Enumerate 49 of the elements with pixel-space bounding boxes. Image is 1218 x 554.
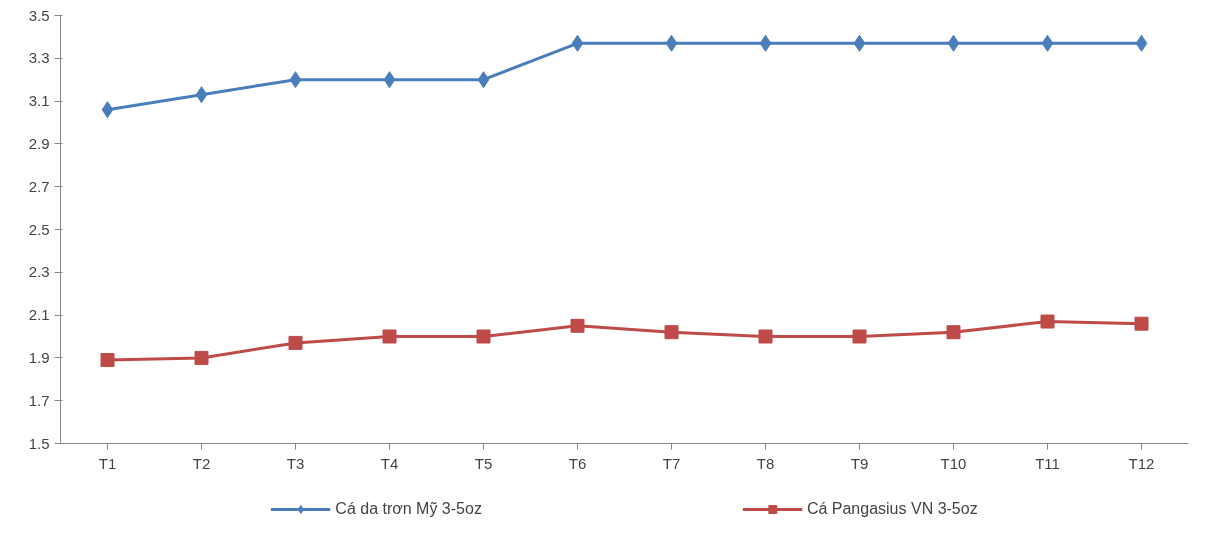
- x-tick-label: T12: [1128, 454, 1155, 472]
- y-tick-label: 2.9: [28, 134, 50, 152]
- point: [947, 34, 960, 52]
- x-tick-label: T5: [474, 454, 493, 472]
- x-tick-label: T9: [850, 454, 869, 472]
- point: [1041, 34, 1054, 52]
- y-tick-label: 3.1: [28, 92, 50, 110]
- x-tick-label: T4: [380, 454, 399, 472]
- y-tick-label: 2.7: [28, 177, 50, 195]
- point: [195, 86, 208, 104]
- y-tick-label: 2.3: [28, 263, 50, 281]
- point: [194, 350, 209, 365]
- point: [571, 34, 584, 52]
- x-tick-label: T11: [1035, 454, 1060, 472]
- x-tick-label: T1: [98, 454, 117, 472]
- y-tick-label: 3.5: [28, 6, 50, 24]
- point: [570, 318, 585, 333]
- legend-label: Cá Pangasius VN 3-5oz: [806, 500, 978, 518]
- point: [665, 34, 678, 52]
- point: [759, 34, 772, 52]
- point: [382, 329, 397, 344]
- point: [1040, 314, 1055, 329]
- x-tick-label: T7: [662, 454, 681, 472]
- point: [853, 34, 866, 52]
- point: [1135, 34, 1148, 52]
- point: [289, 71, 302, 89]
- x-tick-label: T2: [192, 454, 211, 472]
- point: [383, 71, 396, 89]
- point: [477, 71, 490, 89]
- point: [758, 329, 773, 344]
- point: [476, 329, 491, 344]
- y-tick-label: 1.7: [28, 391, 50, 409]
- point: [288, 335, 303, 350]
- x-tick-label: T3: [286, 454, 305, 472]
- x-tick-label: T6: [568, 454, 587, 472]
- point: [100, 353, 115, 368]
- y-tick-label: 3.3: [28, 49, 50, 67]
- point: [664, 325, 679, 340]
- y-tick-label: 1.5: [28, 434, 50, 452]
- point: [101, 101, 114, 119]
- y-tick-label: 1.9: [28, 348, 50, 366]
- x-tick-label: T8: [756, 454, 775, 472]
- point: [852, 329, 867, 344]
- y-tick-label: 2.1: [28, 306, 50, 324]
- legend-label: Cá da trơn Mỹ 3-5oz: [335, 500, 482, 518]
- point: [946, 325, 961, 340]
- x-tick-label: T10: [940, 454, 967, 472]
- y-tick-label: 2.5: [28, 220, 50, 238]
- point: [1134, 316, 1149, 331]
